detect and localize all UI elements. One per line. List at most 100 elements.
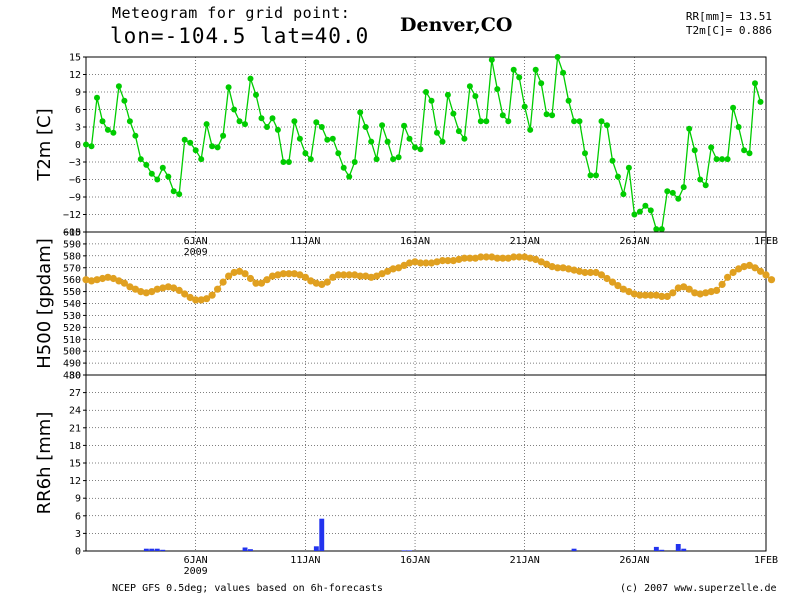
h500-data-point (499, 254, 507, 262)
y-tick-label: −9 (69, 193, 81, 204)
h500-data-point (334, 271, 342, 279)
y-tick-label: 6 (75, 105, 81, 116)
y-tick-label: 27 (69, 388, 81, 399)
y-tick-label: 0 (75, 547, 81, 558)
x-tick-label: 1FEB (754, 555, 778, 566)
y-axis-label: T2m [C] (34, 108, 55, 181)
t2m-data-point (412, 144, 418, 151)
h500-data-point (142, 289, 150, 297)
h500-data-point (345, 271, 353, 279)
t2m-data-point (697, 176, 704, 183)
h500-data-point (93, 276, 101, 284)
y-tick-label: 580 (63, 251, 81, 262)
h500-data-point (197, 296, 205, 304)
t2m-data-point (274, 126, 281, 133)
t2m-data-point (401, 122, 408, 129)
t2m-data-point (291, 118, 298, 125)
h500-data-point (762, 271, 770, 279)
t2m-data-point (587, 172, 594, 179)
h500-data-point (548, 263, 556, 271)
t2m-data-point (269, 115, 276, 122)
h500-data-point (504, 254, 512, 262)
h500-data-point (235, 267, 244, 275)
t2m-data-point (225, 84, 232, 91)
t2m-data-point (510, 66, 517, 73)
t2m-data-point (472, 93, 479, 100)
h500-data-point (702, 289, 710, 297)
t2m-data-point (214, 144, 221, 151)
h500-data-point (373, 272, 381, 280)
h500-data-point (488, 253, 496, 261)
t2m-data-point (653, 226, 660, 233)
t2m-data-point (181, 136, 188, 143)
t2m-data-point (752, 80, 758, 87)
t2m-data-point (247, 75, 254, 82)
h500-data-point (351, 271, 359, 279)
t2m-data-point (647, 207, 654, 214)
t2m-data-point (582, 150, 588, 157)
h500-data-point (131, 285, 139, 293)
t2m-data-point (527, 126, 534, 133)
y-tick-label: 540 (63, 299, 81, 310)
t2m-data-point (423, 89, 429, 95)
t2m-data-point (302, 150, 309, 157)
copyright-note: (c) 2007 www.superzelle.de (620, 583, 777, 594)
x-tick-label: 16JAN (400, 555, 430, 566)
t2m-data-point (121, 97, 128, 104)
t2m-data-point (543, 111, 550, 118)
t2m-data-point (104, 126, 111, 133)
y-tick-label: −3 (69, 158, 81, 169)
x-tick-year-label: 2009 (184, 566, 208, 577)
h500-data-point (477, 253, 485, 261)
h500-data-point (356, 272, 364, 280)
t2m-data-point (499, 112, 506, 119)
h500-data-point (378, 270, 386, 278)
t2m-data-point (614, 173, 621, 180)
h500-data-point (290, 270, 298, 278)
h500-data-point (471, 254, 479, 262)
t2m-data-point (713, 156, 720, 163)
h500-data-point (115, 277, 123, 285)
h500-data-point (307, 277, 315, 285)
h500-data-point (597, 271, 606, 279)
h500-data-point (707, 288, 715, 296)
h500-data-point (422, 259, 430, 267)
rr6h-bar (143, 548, 149, 551)
t2m-data-point (143, 161, 150, 168)
rr6h-bar (681, 548, 687, 551)
h500-data-point (329, 273, 337, 281)
t2m-data-point (159, 164, 166, 171)
h500-data-point (126, 283, 134, 291)
h500-data-point (603, 274, 611, 283)
t2m-data-point (368, 138, 375, 145)
h500-data-point (724, 273, 732, 281)
y-tick-label: 570 (63, 263, 81, 274)
h500-data-point (109, 274, 117, 283)
h500-data-point (318, 280, 326, 288)
t2m-data-point (554, 54, 561, 60)
h500-data-point (362, 272, 370, 280)
t2m-data-point (658, 226, 665, 233)
rr6h-bar (653, 546, 659, 551)
rr6h-bar (313, 546, 319, 551)
t2m-data-point (88, 143, 95, 150)
h500-data-point (120, 279, 128, 287)
rr6h-bar (407, 550, 412, 551)
h500-data-point (586, 268, 595, 277)
t2m-data-point (516, 74, 523, 81)
t2m-series-line (85, 56, 762, 230)
t2m-data-point (395, 154, 402, 161)
x-tick-label: 6JAN (184, 555, 208, 566)
h500-data-point (164, 283, 172, 291)
y-tick-label: 560 (63, 275, 81, 286)
t2m-data-point (154, 176, 161, 183)
h500-data-point (274, 271, 282, 279)
t2m-data-point (560, 69, 567, 76)
h500-data-point (230, 268, 238, 277)
h500-data-point (581, 268, 589, 277)
rr-total-stat: RR[mm]= 13.51 (685, 10, 772, 23)
h500-data-point (405, 259, 414, 267)
h500-data-point (438, 257, 447, 265)
t2m-data-point (258, 115, 265, 122)
